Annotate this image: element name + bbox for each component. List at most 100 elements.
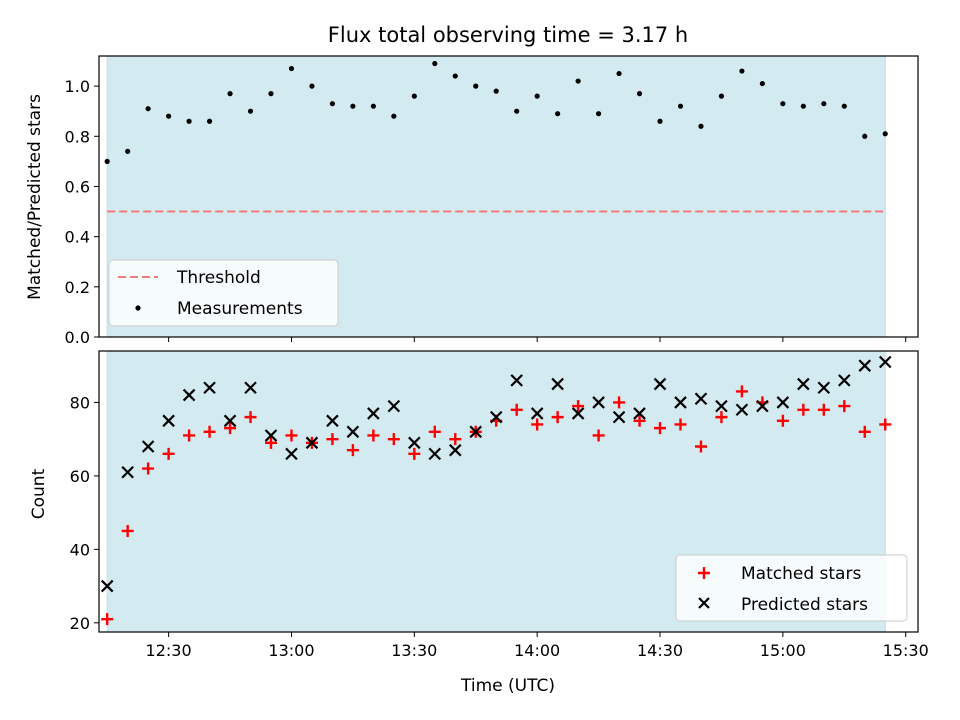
y-tick-label: 0.6 (65, 177, 90, 196)
predicted-stars-point (653, 377, 667, 391)
predicted-stars-point (838, 374, 851, 387)
y-tick-label: 80 (70, 393, 90, 412)
predicted-stars-point (408, 436, 421, 450)
predicted-stars-point (878, 355, 892, 369)
y-tick-label: 40 (70, 540, 90, 559)
predicted-stars-point (428, 447, 442, 461)
top-axes-frame (98, 55, 919, 338)
matched-stars-point (858, 425, 871, 438)
predicted-stars-point (121, 465, 134, 479)
measurements-point (329, 101, 336, 107)
measurements-point (247, 108, 254, 114)
predicted-stars-point (100, 579, 114, 593)
matched-stars-point (346, 444, 359, 457)
predicted-stars-point (489, 410, 503, 424)
predicted-stars-point (223, 414, 237, 428)
predicted-stars-point (612, 410, 626, 424)
predicted-stars-point (285, 447, 298, 461)
predicted-stars-point (367, 407, 380, 420)
matched-stars-point (244, 411, 257, 424)
matched-stars-point (326, 433, 339, 446)
measurements-point (575, 78, 581, 84)
matched-stars-point (203, 425, 216, 438)
matched-stars-point (776, 414, 789, 427)
matched-stars-point (838, 400, 851, 413)
predicted-stars-point (264, 429, 278, 442)
y-tick-label: 0.4 (65, 228, 90, 247)
predicted-stars-point (715, 399, 728, 413)
matched-stars-point (285, 429, 298, 442)
measurements-point (800, 103, 806, 109)
predicted-stars-point (244, 381, 257, 395)
measurements-point (186, 118, 192, 124)
matched-stars-point (121, 524, 134, 537)
measurements-point (288, 65, 295, 72)
bottom-legend: Matched stars Predicted stars (675, 554, 908, 622)
x-tick-label: 13:00 (268, 641, 314, 660)
bottom-axes-frame (98, 350, 919, 633)
legend-predicted-swatch (698, 597, 710, 609)
measurements-point (780, 101, 786, 107)
measurements-point (821, 101, 827, 107)
measurements-point (391, 113, 397, 119)
measurements-point (534, 93, 540, 99)
legend-threshold-label: Threshold (176, 268, 261, 288)
measurements-point (841, 103, 847, 109)
measurements-point (677, 103, 684, 109)
measurements-point (350, 103, 356, 109)
measurements-point (657, 118, 663, 124)
matched-stars-point (879, 418, 892, 431)
measurements-point (452, 73, 458, 79)
y-tick-label: 0.8 (65, 127, 90, 146)
predicted-stars-point (551, 377, 564, 391)
predicted-stars-point (530, 407, 544, 420)
measurements-point (411, 93, 417, 99)
predicted-stars-point (735, 403, 749, 417)
predicted-stars-point (571, 407, 585, 420)
measurements-point (493, 88, 499, 94)
predicted-stars-point (592, 396, 605, 409)
measurements-point (268, 91, 274, 97)
y-tick-label: 1.0 (65, 77, 90, 96)
predicted-stars-point (674, 396, 687, 409)
predicted-stars-point (203, 381, 216, 395)
matched-stars-point (551, 411, 564, 424)
measurements-point (125, 148, 131, 154)
predicted-stars-point (326, 414, 339, 428)
predicted-stars-point (162, 414, 175, 428)
measurements-point (616, 70, 622, 77)
measurements-point (145, 106, 151, 112)
measurements-point (862, 133, 868, 139)
measurements-point (432, 60, 438, 67)
predicted-stars-point (633, 407, 646, 420)
measurements-point (206, 118, 213, 124)
x-tick-label: 13:30 (391, 641, 437, 660)
measurements-point (104, 158, 110, 164)
matched-stars-point (183, 429, 196, 442)
matched-stars-point (531, 418, 544, 431)
predicted-stars-point (305, 436, 319, 450)
matched-stars-point (654, 422, 667, 435)
x-tick-label: 15:00 (760, 641, 806, 660)
measurements-point (555, 111, 561, 117)
legend-matched-label: Matched stars (741, 564, 861, 584)
measurements-point (636, 91, 643, 97)
top-panel: 0.0 0.2 0.4 0.6 0.8 1.0 Flux total observing … (25, 23, 919, 347)
predicted-stars-point (346, 425, 360, 439)
legend-predicted-label: Predicted stars (741, 595, 868, 615)
matched-stars-point (613, 396, 626, 409)
matched-stars-point (572, 400, 585, 413)
matched-stars-point (387, 433, 400, 446)
predicted-stars-point (776, 396, 790, 409)
matched-stars-point (510, 403, 523, 416)
legend-measurements-swatch (135, 305, 141, 311)
legend-measurements-label: Measurements (177, 299, 303, 319)
predicted-stars-point (387, 399, 401, 413)
predicted-stars-point (858, 359, 872, 372)
top-legend: Threshold Measurements (108, 259, 339, 327)
matched-stars-point (224, 422, 237, 435)
measurements-point (595, 111, 602, 117)
predicted-stars-point (469, 425, 483, 439)
chart-title: Flux total observing time = 3.17 h (328, 23, 688, 47)
x-axis-label: Time (UTC) (460, 676, 555, 696)
